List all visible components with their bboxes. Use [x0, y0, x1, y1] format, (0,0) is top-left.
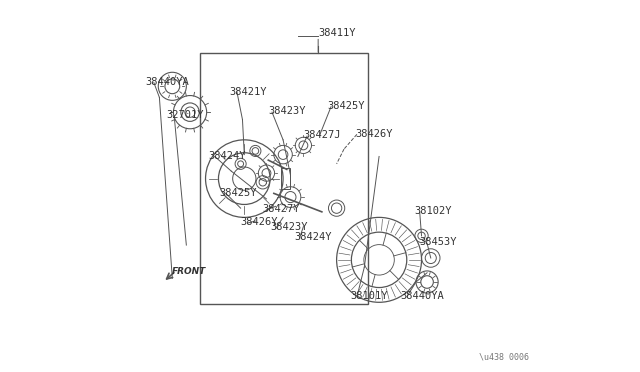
Text: 38424Y: 38424Y [294, 232, 332, 242]
Text: 38426Y: 38426Y [355, 129, 392, 139]
Text: 38425Y: 38425Y [220, 187, 257, 198]
Text: 38426Y: 38426Y [241, 217, 278, 227]
Text: 38427J: 38427J [303, 130, 341, 140]
Text: 38423Y: 38423Y [270, 222, 308, 232]
Text: 38102Y: 38102Y [414, 206, 452, 216]
Text: 38424Y: 38424Y [208, 151, 246, 161]
Text: 32701Y: 32701Y [167, 110, 204, 120]
Text: 38421Y: 38421Y [230, 87, 267, 97]
Text: 38440YA: 38440YA [146, 77, 189, 87]
Text: 38101Y: 38101Y [350, 291, 388, 301]
Text: \u438 0006: \u438 0006 [479, 352, 529, 361]
Text: 38411Y: 38411Y [318, 28, 356, 38]
Text: 38427Y: 38427Y [263, 204, 300, 214]
Text: 38453Y: 38453Y [420, 237, 457, 247]
Text: FRONT: FRONT [172, 267, 207, 276]
Text: 38425Y: 38425Y [328, 101, 365, 111]
Text: 38440YA: 38440YA [401, 291, 444, 301]
Text: 38423Y: 38423Y [268, 106, 306, 116]
